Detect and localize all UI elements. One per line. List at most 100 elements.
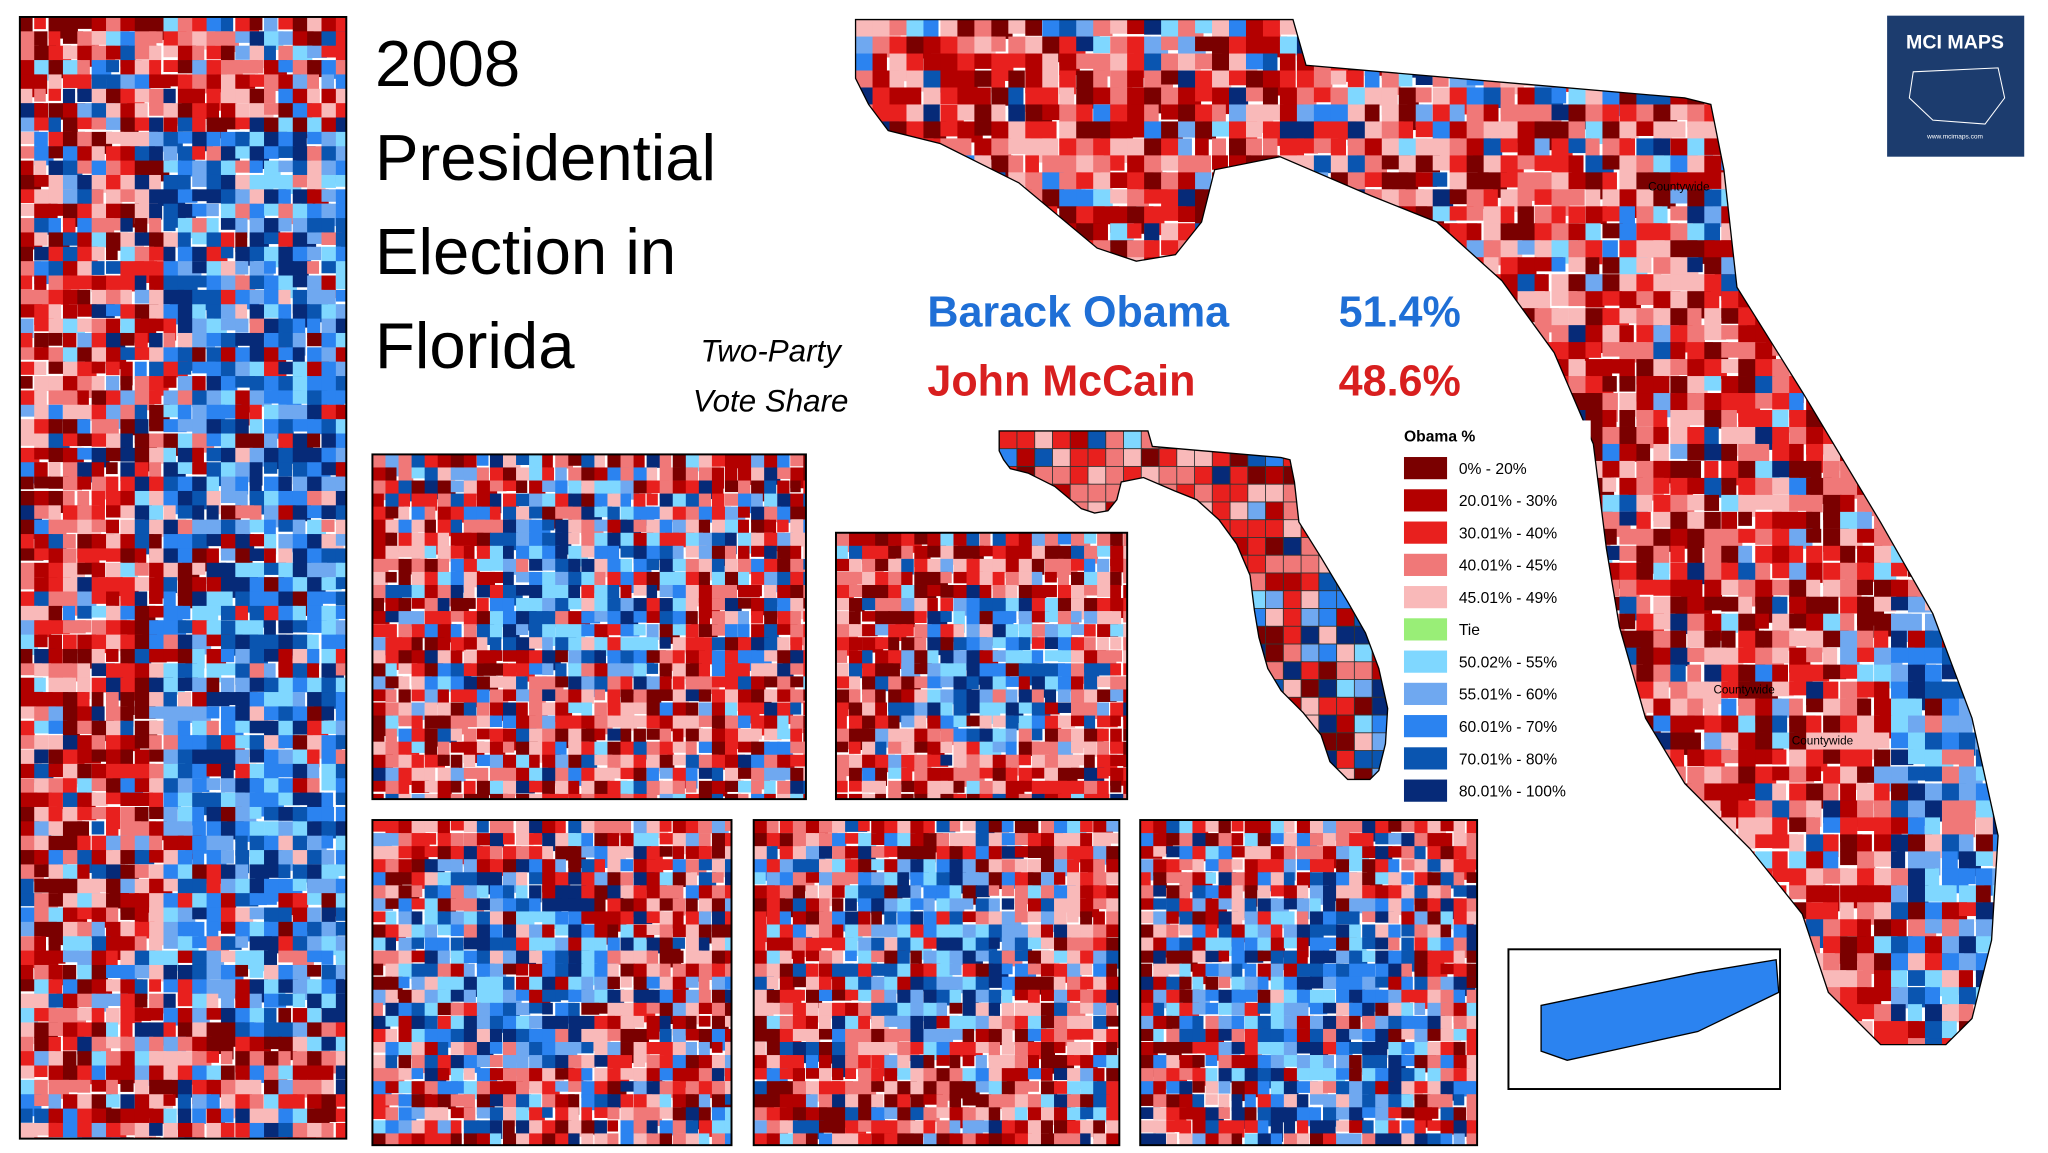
precinct [1755, 19, 1770, 44]
precinct [77, 447, 96, 460]
precinct [957, 257, 978, 272]
precinct [19, 31, 36, 48]
precinct [1704, 477, 1722, 498]
precinct [1704, 528, 1722, 550]
precinct [163, 548, 181, 565]
precinct [1347, 19, 1374, 41]
precinct [1398, 19, 1420, 44]
precinct [91, 246, 105, 261]
precinct [1958, 342, 1982, 368]
precinct [321, 146, 337, 166]
precinct [1212, 783, 1228, 802]
precinct [206, 189, 222, 204]
precinct [1975, 426, 1995, 452]
precinct [1924, 528, 1950, 544]
precinct [307, 433, 321, 448]
precinct [1093, 240, 1110, 261]
precinct [34, 447, 54, 460]
precinct [1806, 647, 1823, 663]
precinct [77, 1079, 91, 1093]
precinct [206, 1008, 231, 1020]
precinct [1975, 579, 1998, 604]
precinct [1755, 291, 1773, 307]
precinct [206, 203, 219, 217]
precinct [206, 505, 219, 520]
precinct [1415, 87, 1432, 103]
precinct [1874, 155, 1899, 179]
precinct [220, 218, 244, 230]
precinct [1653, 206, 1668, 226]
precinct [120, 864, 139, 884]
precinct [149, 1051, 167, 1068]
precinct [264, 648, 283, 662]
precinct [192, 160, 212, 177]
precinct [1534, 155, 1555, 171]
precinct [1042, 121, 1057, 140]
precinct [1789, 359, 1807, 376]
precinct [163, 562, 182, 581]
precinct [177, 131, 195, 144]
precinct [1025, 494, 1049, 511]
precinct [1262, 410, 1282, 426]
precinct [1127, 715, 1153, 740]
precinct [48, 648, 63, 667]
precinct [1229, 715, 1258, 732]
precinct [872, 426, 897, 443]
precinct [1857, 393, 1877, 414]
precinct [1534, 53, 1561, 77]
precinct-layer [19, 16, 347, 1139]
precinct [1178, 240, 1205, 257]
precinct [1178, 545, 1193, 572]
precinct [1178, 698, 1200, 725]
precinct [1229, 291, 1247, 306]
precinct [163, 146, 178, 161]
precinct [1568, 257, 1589, 272]
precinct [1195, 715, 1209, 734]
precinct [249, 332, 264, 348]
precinct [1823, 155, 1847, 180]
precinct [1178, 579, 1193, 600]
precinct [62, 534, 76, 549]
precinct [1636, 800, 1652, 819]
precinct [34, 677, 46, 692]
precinct [1653, 19, 1673, 35]
precinct [1975, 393, 1999, 411]
precinct [307, 634, 319, 650]
precinct [1738, 511, 1752, 526]
precinct [34, 620, 52, 638]
precinct [957, 138, 972, 165]
precinct [34, 605, 53, 623]
precinct [1568, 53, 1587, 71]
precinct [1144, 511, 1163, 528]
precinct [1229, 257, 1257, 285]
precinct [1636, 53, 1658, 69]
precinct [1279, 308, 1306, 328]
precinct [889, 87, 911, 107]
precinct [278, 347, 294, 361]
precinct [335, 117, 347, 141]
precinct [120, 1079, 134, 1092]
precinct [264, 620, 276, 641]
precinct [1687, 494, 1709, 511]
precinct [177, 361, 192, 375]
precinct [206, 950, 225, 969]
precinct [307, 778, 320, 798]
precinct [335, 1137, 347, 1139]
precinct [1958, 664, 1979, 692]
precinct [34, 735, 49, 750]
precinct [1704, 545, 1724, 564]
precinct [1364, 562, 1388, 586]
precinct [292, 677, 312, 693]
precinct [120, 1108, 137, 1124]
precinct [1891, 477, 1907, 493]
precinct [1195, 783, 1223, 805]
precinct [278, 289, 291, 307]
precinct [1840, 70, 1855, 87]
precinct [1908, 274, 1929, 297]
precinct [19, 878, 34, 895]
precinct [1619, 325, 1634, 347]
precinct [1144, 494, 1160, 513]
precinct [1721, 359, 1743, 374]
precinct [1874, 53, 1889, 77]
precinct [1704, 206, 1727, 228]
